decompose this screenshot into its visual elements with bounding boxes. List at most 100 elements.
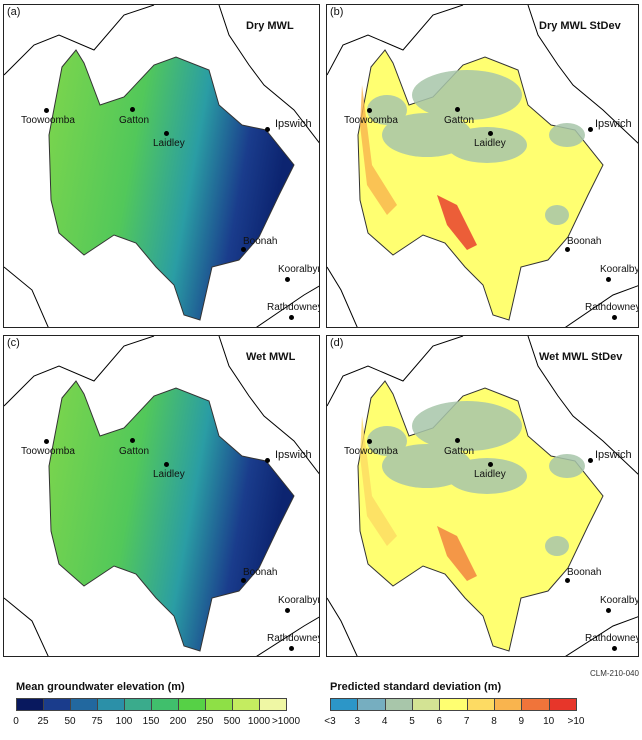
legend-stdev-title: Predicted standard deviation (m) xyxy=(330,681,502,693)
panel-title: Wet MWL StDev xyxy=(539,351,623,363)
town-gatton: Gatton xyxy=(444,446,475,457)
town-dot xyxy=(285,608,290,613)
panel-title: Dry MWL xyxy=(246,20,294,32)
legend-swatch xyxy=(494,698,523,711)
high-uncertainty-edge xyxy=(360,85,397,215)
legend-tick-label: 5 xyxy=(409,716,415,727)
town-toowoomba: Toowoomba xyxy=(21,115,75,126)
legend-tick-label: 100 xyxy=(115,716,133,727)
legend-swatch xyxy=(466,698,495,711)
town-dot xyxy=(289,646,294,651)
town-boonah: Boonah xyxy=(567,567,602,578)
legend-tick-label: 250 xyxy=(196,716,214,727)
town-dot xyxy=(488,462,493,467)
town-rathdowney: Rathdowney xyxy=(585,302,639,313)
region-outline xyxy=(48,380,295,652)
town-boonah: Boonah xyxy=(567,236,602,247)
town-dot xyxy=(588,127,593,132)
town-dot xyxy=(44,439,49,444)
town-dot xyxy=(289,315,294,320)
town-dot xyxy=(44,108,49,113)
river-line xyxy=(4,336,155,407)
town-boonah: Boonah xyxy=(243,567,278,578)
town-dot xyxy=(130,107,135,112)
panel-wet-mwl: (c) Wet MWL Toowoomba Gatton Laidley Ips… xyxy=(3,335,320,657)
town-dot xyxy=(241,578,246,583)
road-line xyxy=(256,616,319,656)
legend-tick-label: 200 xyxy=(169,716,187,727)
river-line xyxy=(527,336,638,475)
legend-swatch xyxy=(357,698,386,711)
legend-swatch xyxy=(330,698,359,711)
panel-title: Wet MWL xyxy=(246,351,296,363)
road-line xyxy=(4,266,49,327)
town-dot xyxy=(606,608,611,613)
high-uncertainty-edge xyxy=(360,416,397,546)
map-dry-mwl-stdev xyxy=(327,5,638,327)
legend-tick-label: 9 xyxy=(518,716,525,727)
town-dot xyxy=(455,107,460,112)
town-laidley: Laidley xyxy=(474,138,506,149)
town-kooralbyn: Kooralbyn xyxy=(278,264,320,275)
legend-swatch xyxy=(521,698,550,711)
legend-tick-label: 150 xyxy=(142,716,160,727)
legend-tick-label: 8 xyxy=(491,716,497,727)
panel-label: (b) xyxy=(328,6,346,18)
town-gatton: Gatton xyxy=(444,115,475,126)
town-laidley: Laidley xyxy=(474,469,506,480)
legend-tick-label: 10 xyxy=(543,716,555,727)
panel-title: Dry MWL StDev xyxy=(539,20,621,32)
town-dot xyxy=(367,108,372,113)
legend-tick-label: 1000 xyxy=(247,716,271,727)
town-kooralbyn: Kooralbyn xyxy=(278,595,320,606)
legend-swatch xyxy=(178,698,206,711)
town-dot xyxy=(130,438,135,443)
river-line xyxy=(218,336,319,475)
town-dot xyxy=(606,277,611,282)
legend-tick-label: 500 xyxy=(223,716,241,727)
legend-swatch xyxy=(232,698,260,711)
legend-tick-label: 50 xyxy=(64,716,76,727)
river-line xyxy=(527,5,638,144)
town-dot xyxy=(488,131,493,136)
legend-swatch xyxy=(439,698,468,711)
town-dot xyxy=(265,127,270,132)
town-boonah: Boonah xyxy=(243,236,278,247)
map-wet-mwl-stdev xyxy=(327,336,638,656)
legend-swatch xyxy=(70,698,98,711)
town-dot xyxy=(588,458,593,463)
legend-tick-label: 0 xyxy=(13,716,19,727)
town-dot xyxy=(367,439,372,444)
legend-tick-label: >10 xyxy=(567,716,585,727)
town-ipswich: Ipswich xyxy=(595,449,632,461)
uncertainty-blobs xyxy=(367,70,585,225)
town-gatton: Gatton xyxy=(119,115,150,126)
high-uncertainty-zone xyxy=(437,195,477,250)
road-line xyxy=(565,285,638,327)
town-rathdowney: Rathdowney xyxy=(267,302,320,313)
road-line xyxy=(4,597,49,656)
legend-tick-label: 6 xyxy=(436,716,443,727)
town-ipswich: Ipswich xyxy=(595,118,632,130)
legend-tick-label: 25 xyxy=(37,716,49,727)
region-outline xyxy=(48,49,295,321)
town-gatton: Gatton xyxy=(119,446,150,457)
town-toowoomba: Toowoomba xyxy=(344,446,398,457)
town-dot xyxy=(164,131,169,136)
legend-swatch xyxy=(384,698,413,711)
legend-swatch xyxy=(259,698,287,711)
legend-swatch xyxy=(16,698,44,711)
panel-label: (a) xyxy=(5,6,23,18)
road-line xyxy=(327,597,358,656)
legend-swatch xyxy=(548,698,577,711)
town-kooralbyn: Kooralbyn xyxy=(600,264,639,275)
legend-tick-label: 75 xyxy=(91,716,103,727)
legend-tick-label: >1000 xyxy=(271,716,301,727)
legend-tick-label: 7 xyxy=(463,716,470,727)
legend-swatch xyxy=(43,698,71,711)
legend-elevation-title: Mean groundwater elevation (m) xyxy=(16,681,185,693)
river-line xyxy=(327,336,464,407)
road-line xyxy=(327,266,358,327)
map-wet-mwl xyxy=(4,336,319,656)
town-toowoomba: Toowoomba xyxy=(344,115,398,126)
